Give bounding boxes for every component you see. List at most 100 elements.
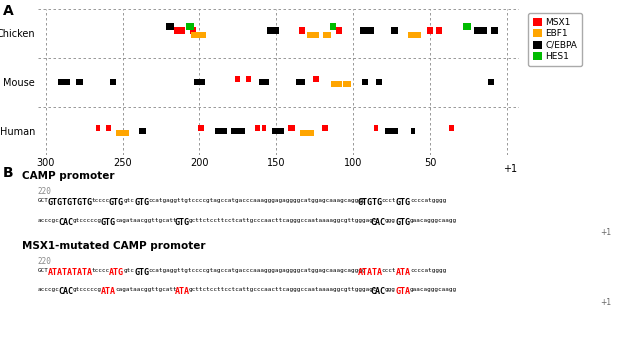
Text: CAC: CAC (370, 287, 385, 296)
Bar (235, 76, 240, 82)
Bar (323, 32, 331, 39)
Bar (267, 27, 279, 34)
Legend: MSX1, EBF1, C/EBPA, HES1: MSX1, EBF1, C/EBPA, HES1 (529, 14, 582, 66)
Text: CAMP promoter: CAMP promoter (22, 171, 115, 181)
Text: ggg: ggg (385, 287, 396, 292)
Bar (374, 125, 379, 131)
Bar (307, 32, 319, 39)
Text: acccgc: acccgc (37, 218, 59, 223)
Text: MSX1-mutated CAMP promoter: MSX1-mutated CAMP promoter (22, 241, 206, 251)
Text: cagataacggttgcatt: cagataacggttgcatt (115, 218, 177, 223)
Bar (360, 27, 374, 34)
Text: ATA: ATA (175, 287, 189, 296)
Bar (272, 128, 284, 134)
Bar (299, 27, 305, 34)
Bar (376, 79, 382, 85)
Bar (166, 23, 174, 30)
Bar (411, 128, 415, 134)
Text: GTG: GTG (395, 218, 410, 227)
Text: gtcccccg: gtcccccg (73, 218, 102, 223)
Bar (427, 27, 433, 34)
Bar (215, 128, 227, 134)
Bar (288, 125, 296, 131)
Bar (199, 32, 206, 39)
Text: GTG: GTG (175, 218, 189, 227)
Bar (110, 79, 116, 85)
Text: GTGTGTGTG: GTGTGTGTG (48, 198, 93, 207)
Bar (116, 130, 129, 136)
Text: gtc: gtc (123, 268, 134, 273)
Text: GTG: GTG (396, 198, 411, 207)
Bar (391, 27, 398, 34)
Bar (449, 125, 454, 131)
Bar (174, 27, 185, 34)
Text: ccatgaggttgtccccgtagccatgacccaaagggagaggggcatggagcaaagcagggg: ccatgaggttgtccccgtagccatgacccaaagggagagg… (149, 198, 366, 203)
Bar (463, 23, 471, 30)
Text: ggg: ggg (385, 218, 396, 223)
Bar (475, 27, 487, 34)
Text: 220: 220 (37, 187, 51, 196)
Bar (488, 79, 494, 85)
Text: GTG: GTG (134, 268, 149, 277)
Text: 220: 220 (37, 257, 51, 266)
Text: CAC: CAC (370, 218, 385, 227)
Text: ccct: ccct (382, 268, 396, 273)
Bar (322, 125, 329, 131)
Bar (139, 128, 146, 134)
Text: ATATATATA: ATATATATA (48, 268, 93, 277)
Bar (246, 76, 251, 82)
Text: B: B (3, 166, 14, 180)
Bar (261, 125, 266, 131)
Text: gaacagggcaagg: gaacagggcaagg (410, 218, 457, 223)
Bar (231, 128, 245, 134)
Bar (194, 79, 204, 85)
Bar (331, 81, 342, 87)
Text: ATG: ATG (109, 268, 124, 277)
Text: +1: +1 (600, 228, 611, 237)
Text: gcttctccttcctcattgcccaacttcagggccaataaaaggcgttgggagc: gcttctccttcctcattgcccaacttcagggccaataaaa… (189, 287, 377, 292)
Bar (96, 125, 100, 131)
Bar (191, 32, 202, 39)
Text: GTG: GTG (101, 218, 116, 227)
Bar (436, 27, 442, 34)
Bar (198, 125, 204, 131)
Bar (313, 76, 319, 82)
Text: CAC: CAC (58, 218, 73, 227)
Text: tcccc: tcccc (92, 268, 110, 273)
Text: ATATA: ATATA (358, 268, 382, 277)
Text: ccatgaggttgtccccgtagccatgacccaaagggagaggggcatggagcaaagcagggg: ccatgaggttgtccccgtagccatgacccaaagggagagg… (149, 268, 366, 273)
Text: GTG: GTG (134, 198, 149, 207)
Bar (300, 130, 314, 136)
Bar (58, 79, 70, 85)
Bar (77, 79, 82, 85)
Text: GTG: GTG (109, 198, 124, 207)
Text: gcttctccttcctcattgcccaacttcagggccaataaaaggcgttgggagc: gcttctccttcctcattgcccaacttcagggccaataaaa… (189, 218, 377, 223)
Bar (330, 23, 336, 30)
Text: GCT: GCT (37, 268, 48, 273)
Bar (362, 79, 368, 85)
Bar (408, 32, 422, 39)
Text: ccct: ccct (382, 198, 396, 203)
Text: GTA: GTA (395, 287, 410, 296)
Text: gaacagggcaagg: gaacagggcaagg (410, 287, 457, 292)
Text: ccccatgggg: ccccatgggg (410, 268, 446, 273)
Text: ATA: ATA (396, 268, 411, 277)
Bar (258, 79, 269, 85)
Text: gtc: gtc (123, 198, 134, 203)
Bar (343, 81, 351, 87)
Bar (385, 128, 398, 134)
Text: +1: +1 (503, 164, 517, 174)
Text: gtcccccg: gtcccccg (73, 287, 102, 292)
Text: ATA: ATA (101, 287, 116, 296)
Text: GCT: GCT (37, 198, 48, 203)
Text: A: A (3, 4, 14, 17)
Text: cagataacggttgcatt: cagataacggttgcatt (115, 287, 177, 292)
Text: tcccc: tcccc (92, 198, 110, 203)
Bar (296, 79, 305, 85)
Text: GTGTG: GTGTG (358, 198, 382, 207)
Text: +1: +1 (600, 298, 611, 307)
Text: CAC: CAC (58, 287, 73, 296)
Bar (190, 27, 196, 34)
Bar (336, 27, 342, 34)
Bar (106, 125, 111, 131)
